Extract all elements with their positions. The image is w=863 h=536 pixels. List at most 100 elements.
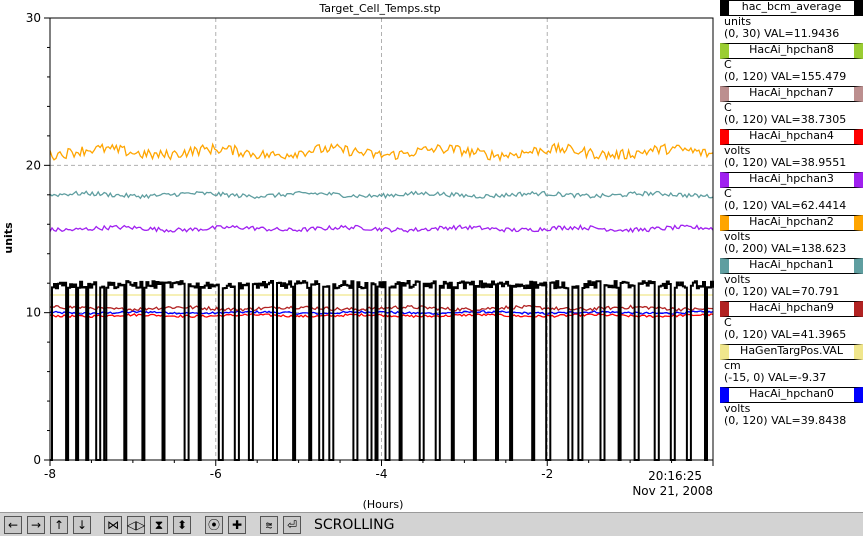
legend-name-hacai-hpchan1[interactable]: HacAi_hpchan1: [720, 258, 863, 274]
scroll-left-icon: ←: [7, 518, 19, 532]
legend-unit: volts: [724, 273, 751, 286]
reset-button[interactable]: ⦿: [205, 516, 223, 534]
zoom-in-y-icon: ⧗: [154, 518, 164, 532]
series-line-hacai-hpchan2: [49, 141, 714, 163]
series-line-hacai-hpchan1: [49, 190, 714, 200]
zoom-out-x-icon: ◁▷: [126, 518, 146, 532]
legend-entry-hacai-hpchan1[interactable]: HacAi_hpchan1 volts (0, 120) VAL=70.791: [718, 258, 863, 301]
y-axis-label: units: [2, 222, 15, 254]
legend-name-hacai-hpchan8[interactable]: HacAi_hpchan8: [720, 43, 863, 59]
toolbar: SCROLLING ← → ↑ ↓ ⋈ ◁▷ ⧗ ⬍ ⦿ ✚ ⩬ ⏎: [0, 512, 863, 536]
legend-entry-hagentargpos-val[interactable]: HaGenTargPos.VAL cm (-15, 0) VAL=-9.37: [718, 344, 863, 387]
legend-unit: C: [724, 316, 732, 329]
legend-val: VAL=-9.37: [768, 371, 827, 384]
legend-name-hacai-hpchan3[interactable]: HacAi_hpchan3: [720, 172, 863, 188]
legend-val: VAL=41.3965: [771, 328, 847, 341]
legend-name-hacai-hpchan0[interactable]: HacAi_hpchan0: [720, 387, 863, 403]
legend-range: (0, 120): [724, 70, 768, 83]
legend-entry-hacai-hpchan9[interactable]: HacAi_hpchan9 C (0, 120) VAL=41.3965: [718, 301, 863, 344]
x-tick-label: -4: [376, 467, 388, 481]
legend-val: VAL=138.623: [771, 242, 847, 255]
legend-val: VAL=70.791: [771, 285, 840, 298]
x-tick-label: -8: [44, 467, 56, 481]
legend-unit: volts: [724, 230, 751, 243]
scroll-left-button[interactable]: ←: [4, 516, 22, 534]
legend-val: VAL=39.8438: [771, 414, 847, 427]
legend-value: (0, 120) VAL=39.8438: [724, 415, 863, 427]
legend-val: VAL=38.9551: [771, 156, 847, 169]
legend-name-hacai-hpchan7[interactable]: HacAi_hpchan7: [720, 86, 863, 102]
scroll-right-button[interactable]: →: [27, 516, 45, 534]
legend-value: (0, 200) VAL=138.623: [724, 243, 863, 255]
legend-val: VAL=38.7305: [771, 113, 847, 126]
legend-range: (0, 120): [724, 156, 768, 169]
zoom-out-y-button[interactable]: ⬍: [173, 516, 191, 534]
legend-unit: volts: [724, 402, 751, 415]
legend-range: (0, 120): [724, 199, 768, 212]
zoom-in-x-button[interactable]: ⋈: [104, 516, 122, 534]
legend-entry-hacai-hpchan8[interactable]: HacAi_hpchan8 C (0, 120) VAL=155.479: [718, 43, 863, 86]
legend-entry-hacai-hpchan3[interactable]: HacAi_hpchan3 C (0, 120) VAL=62.4414: [718, 172, 863, 215]
zoom-out-x-button[interactable]: ◁▷: [127, 516, 145, 534]
zoom-in-y-button[interactable]: ⧗: [150, 516, 168, 534]
legend-value: (0, 120) VAL=155.479: [724, 71, 863, 83]
series-line-hacai-hpchan0: [49, 309, 714, 316]
legend-unit: units: [724, 15, 752, 28]
zoom-out-y-icon: ⬍: [176, 518, 188, 532]
legend-range: (0, 30): [724, 27, 761, 40]
legend-range: (0, 120): [724, 414, 768, 427]
series-line-hacai-hpchan4: [49, 312, 714, 319]
legend-name-hagentargpos-val[interactable]: HaGenTargPos.VAL: [720, 344, 863, 360]
fit-button[interactable]: ⩬: [260, 516, 278, 534]
legend-range: (0, 120): [724, 328, 768, 341]
legend-unit: C: [724, 58, 732, 71]
legend-unit: volts: [724, 144, 751, 157]
legend-value: (0, 120) VAL=41.3965: [724, 329, 863, 341]
legend-entry-hacai-hpchan0[interactable]: HacAi_hpchan0 volts (0, 120) VAL=39.8438: [718, 387, 863, 430]
legend-value: (0, 120) VAL=38.9551: [724, 157, 863, 169]
legend-value: (0, 120) VAL=70.791: [724, 286, 863, 298]
fit-icon: ⩬: [265, 518, 273, 532]
add-button[interactable]: ✚: [228, 516, 246, 534]
legend-name-hacai-hpchan4[interactable]: HacAi_hpchan4: [720, 129, 863, 145]
x-tick-label: -6: [210, 467, 222, 481]
legend-range: (0, 120): [724, 285, 768, 298]
y-tick-label: 10: [26, 306, 41, 320]
legend-unit: C: [724, 187, 732, 200]
legend-range: (0, 120): [724, 113, 768, 126]
legend-name-hac-bcm-average[interactable]: hac_bcm_average: [720, 0, 863, 16]
legend-name-hacai-hpchan2[interactable]: HacAi_hpchan2: [720, 215, 863, 231]
legend-unit: C: [724, 101, 732, 114]
legend-entry-hacai-hpchan7[interactable]: HacAi_hpchan7 C (0, 120) VAL=38.7305: [718, 86, 863, 129]
legend-range: (0, 200): [724, 242, 768, 255]
date-label: Nov 21, 2008: [632, 484, 713, 498]
scroll-right-icon: →: [30, 518, 42, 532]
back-icon: ⏎: [286, 518, 298, 532]
x-tick-label: -2: [541, 467, 553, 481]
x-axis-label: (Hours): [363, 498, 404, 511]
y-tick-label: 30: [26, 11, 41, 25]
series-line-hacai-hpchan9: [49, 304, 714, 312]
scroll-down-icon: ↓: [76, 518, 88, 532]
time-label: 20:16:25: [648, 469, 702, 483]
scrolling-status: SCROLLING: [314, 517, 395, 533]
y-tick-label: 20: [26, 158, 41, 172]
series-line-hacai-hpchan3: [49, 224, 714, 234]
scroll-up-icon: ↑: [53, 518, 65, 532]
legend-val: VAL=11.9436: [764, 27, 840, 40]
legend-val: VAL=155.479: [771, 70, 847, 83]
y-tick-label: 0: [33, 453, 41, 467]
legend-entry-hacai-hpchan4[interactable]: HacAi_hpchan4 volts (0, 120) VAL=38.9551: [718, 129, 863, 172]
scroll-down-button[interactable]: ↓: [73, 516, 91, 534]
legend-entry-hacai-hpchan2[interactable]: HacAi_hpchan2 volts (0, 200) VAL=138.623: [718, 215, 863, 258]
legend-entry-hac-bcm-average[interactable]: hac_bcm_average units (0, 30) VAL=11.9436: [718, 0, 863, 43]
legend-name-hacai-hpchan9[interactable]: HacAi_hpchan9: [720, 301, 863, 317]
legend-unit: cm: [724, 359, 741, 372]
scroll-up-button[interactable]: ↑: [50, 516, 68, 534]
reset-icon: ⦿: [207, 518, 220, 532]
back-button[interactable]: ⏎: [283, 516, 301, 534]
legend-value: (-15, 0) VAL=-9.37: [724, 372, 863, 384]
legend-range: (-15, 0): [724, 371, 765, 384]
chart-title: Target_Cell_Temps.stp: [318, 2, 440, 15]
add-icon: ✚: [231, 518, 243, 532]
